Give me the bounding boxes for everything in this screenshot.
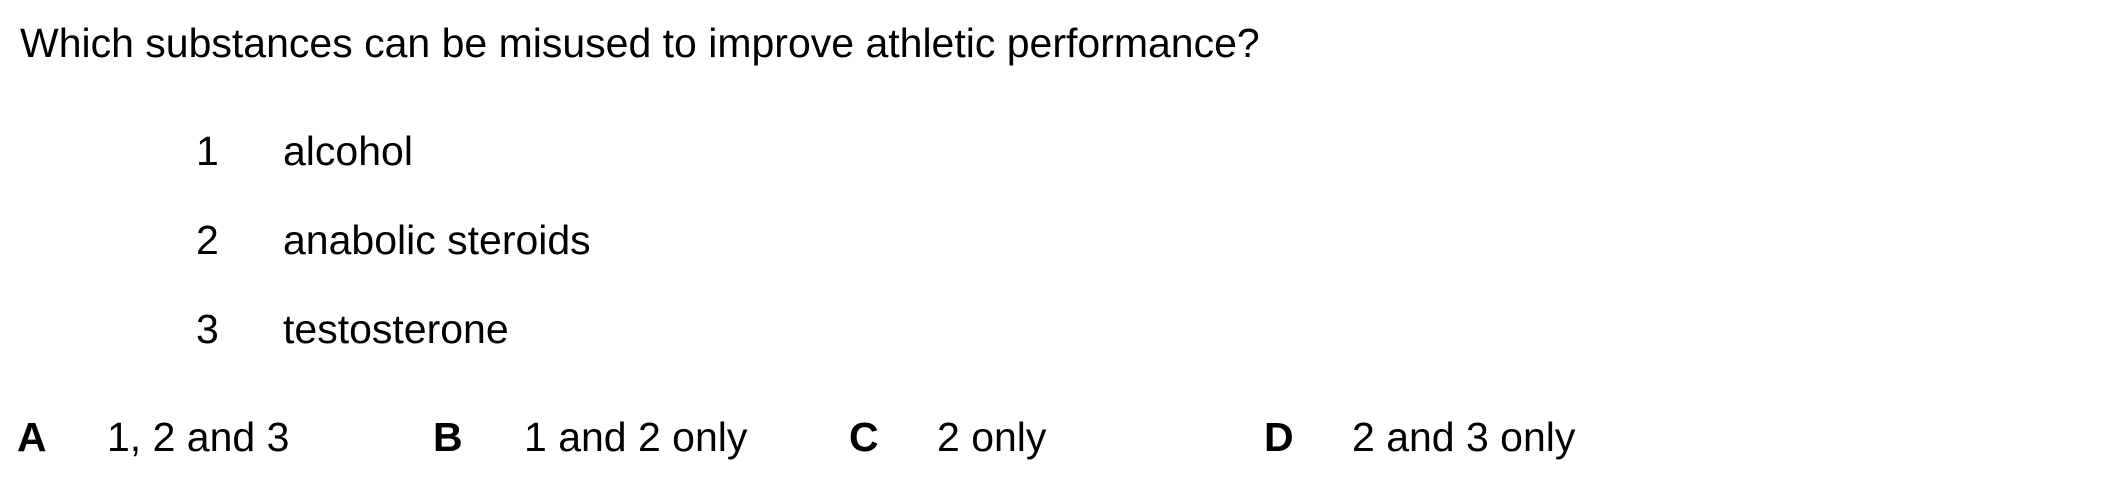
option-c-letter: C: [849, 414, 879, 460]
answer-options: A 1, 2 and 3 B 1 and 2 only C 2 only D 2…: [0, 410, 2101, 464]
statement-number: 2: [196, 217, 219, 263]
statement-text: alcohol: [283, 128, 413, 174]
statement-number: 3: [196, 306, 219, 352]
option-c-text: 2 only: [937, 414, 1047, 460]
question-text: Which substances can be misused to impro…: [20, 20, 1260, 66]
option-a-text: 1, 2 and 3: [107, 414, 290, 460]
option-b-text: 1 and 2 only: [524, 414, 748, 460]
option-d-text: 2 and 3 only: [1352, 414, 1576, 460]
statement-text: testosterone: [283, 306, 509, 352]
statement-number: 1: [196, 128, 219, 174]
option-a-letter: A: [17, 414, 47, 460]
option-b-letter: B: [433, 414, 463, 460]
statement-text: anabolic steroids: [283, 217, 591, 263]
option-d-letter: D: [1264, 414, 1294, 460]
